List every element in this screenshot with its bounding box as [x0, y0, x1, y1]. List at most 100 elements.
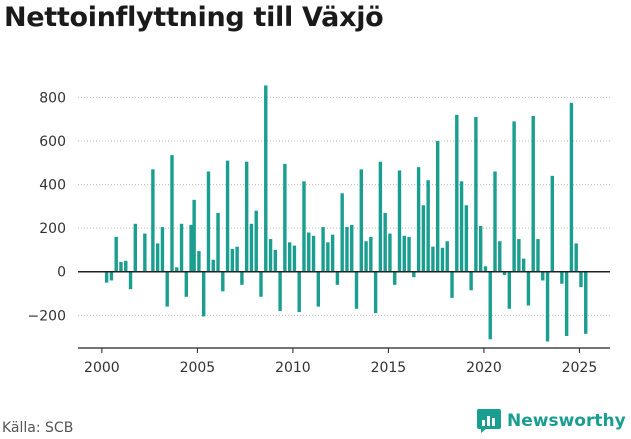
bar	[502, 271, 507, 276]
bar	[151, 169, 155, 272]
axes: −200 0 200 400 600 800 2000 2005 2010 2015 2020 202…	[28, 90, 610, 376]
bar	[230, 248, 235, 272]
bar	[235, 246, 239, 272]
bar	[455, 114, 459, 272]
x-tick-label: 2025	[562, 360, 598, 376]
bar	[330, 234, 335, 272]
y-tick-label: −200	[28, 308, 66, 324]
bar	[109, 271, 114, 281]
bar	[488, 271, 492, 340]
bar	[254, 210, 258, 272]
y-tick-label: 600	[39, 134, 66, 150]
bar	[459, 181, 464, 272]
bar	[378, 161, 383, 272]
newsworthy-brand[interactable]: Newsworthy	[476, 408, 626, 434]
bar	[287, 242, 292, 272]
bar	[268, 239, 273, 272]
bar	[483, 266, 488, 272]
bar	[249, 223, 254, 272]
bar	[474, 117, 478, 272]
bar	[119, 261, 123, 272]
bar	[393, 271, 397, 285]
bar	[435, 141, 440, 272]
bar	[359, 169, 363, 272]
bar	[206, 171, 211, 272]
bar	[283, 163, 287, 272]
bar	[402, 235, 406, 272]
bar	[369, 236, 373, 272]
newsworthy-logo-icon	[477, 409, 501, 433]
brand-name: Newsworthy	[507, 411, 626, 431]
bar	[478, 225, 483, 272]
bar	[507, 271, 512, 309]
bar	[512, 121, 516, 272]
bar	[201, 271, 206, 317]
bar	[114, 236, 118, 272]
bar	[364, 241, 368, 272]
bar	[221, 271, 225, 292]
bar	[273, 249, 278, 272]
bar	[493, 171, 497, 272]
bar	[560, 271, 564, 284]
bar	[545, 271, 550, 342]
bar	[584, 271, 588, 334]
bar	[143, 233, 147, 272]
y-tick-label: 800	[39, 90, 66, 106]
chart-title: Nettoinflyttning till Växjö	[4, 2, 384, 33]
bar	[160, 227, 165, 272]
bar	[388, 233, 392, 272]
bar	[350, 224, 354, 272]
bar	[517, 239, 521, 272]
bar	[440, 247, 445, 272]
bar	[397, 170, 402, 272]
bar	[192, 199, 196, 272]
bar	[521, 258, 526, 272]
bar	[179, 223, 184, 272]
bar	[104, 271, 109, 283]
bar	[244, 161, 249, 272]
y-tick-label: 200	[39, 221, 66, 237]
source-note: Källa: SCB	[2, 420, 74, 436]
bar	[278, 271, 282, 311]
bar	[426, 180, 430, 272]
bar	[225, 160, 230, 272]
bar	[464, 205, 469, 272]
bar	[550, 175, 555, 272]
bars	[104, 85, 588, 342]
bar	[264, 85, 268, 272]
bar	[311, 235, 316, 272]
bar	[579, 271, 583, 287]
bar	[124, 260, 128, 272]
bar	[128, 271, 133, 290]
bar	[189, 224, 193, 272]
x-tick-label: 2010	[275, 360, 311, 376]
bar	[498, 241, 502, 272]
bar	[431, 246, 435, 272]
bar	[326, 242, 330, 272]
bar	[316, 271, 321, 307]
bar	[574, 243, 578, 272]
bar	[175, 267, 179, 272]
bar	[165, 271, 169, 307]
bar	[216, 212, 220, 272]
bar	[259, 271, 263, 297]
bar	[421, 205, 426, 272]
bar	[155, 243, 160, 272]
bar	[469, 271, 473, 291]
y-tick-label: 400	[39, 178, 66, 194]
bar	[373, 271, 378, 314]
x-tick-label: 2020	[466, 360, 502, 376]
bar	[297, 271, 301, 313]
bar	[307, 232, 311, 272]
bar	[531, 115, 535, 272]
bar	[407, 236, 411, 272]
bar	[345, 227, 349, 272]
bar	[184, 271, 189, 297]
bar	[302, 181, 306, 272]
bar	[416, 167, 421, 272]
bar	[383, 212, 387, 272]
bar	[170, 155, 174, 272]
bar	[526, 271, 531, 306]
y-tick-label: 0	[57, 265, 66, 281]
bar	[541, 271, 545, 281]
